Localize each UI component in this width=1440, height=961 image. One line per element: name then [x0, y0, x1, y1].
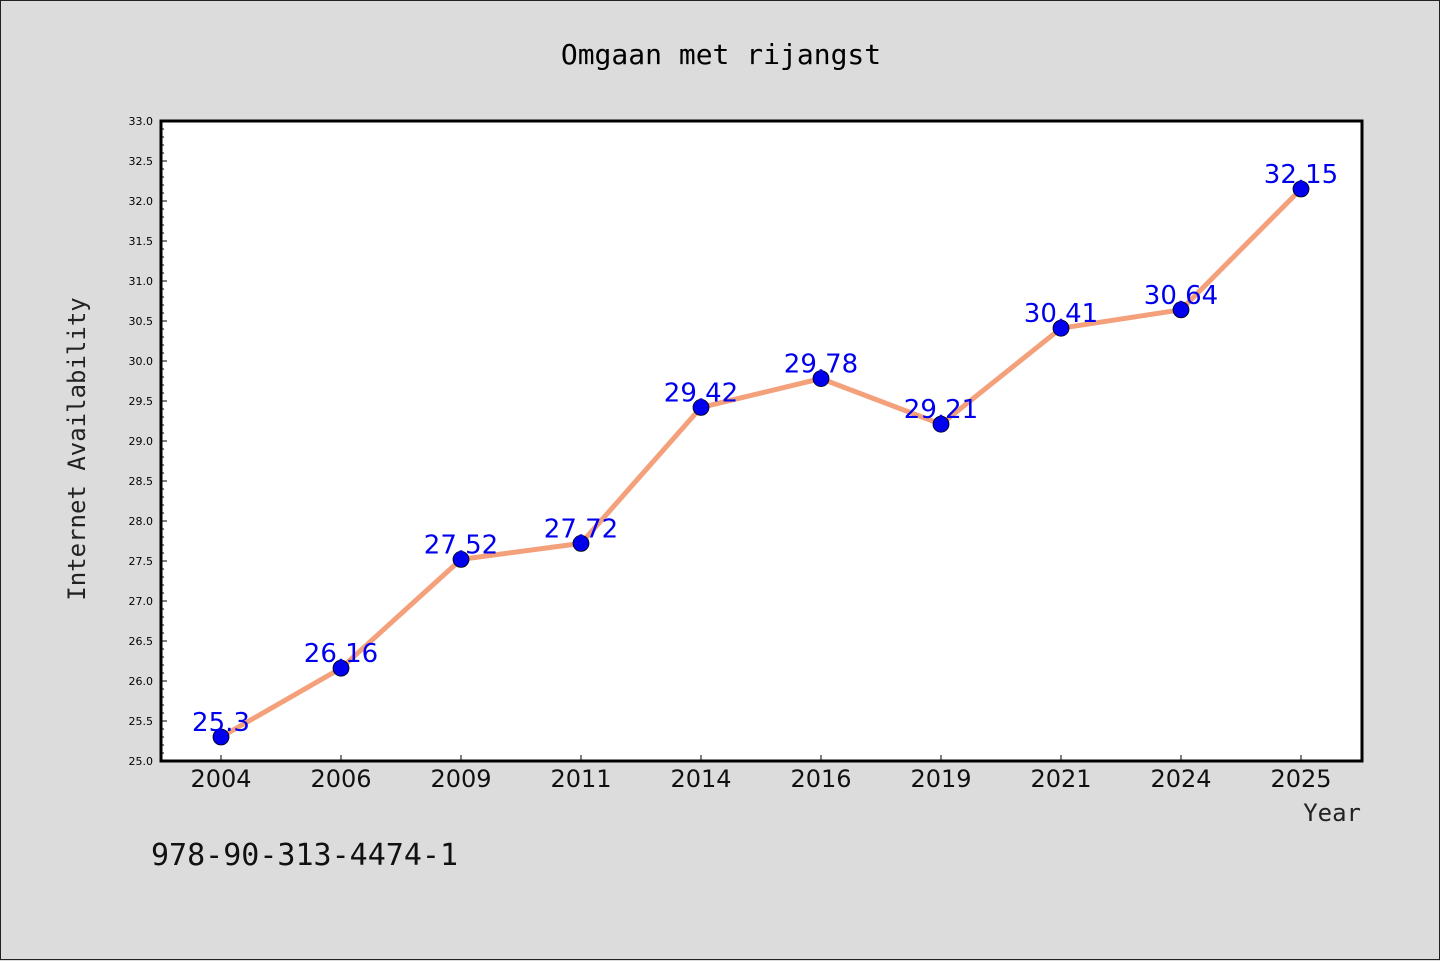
- data-label: 30.41: [1024, 299, 1098, 329]
- plot-area: [159, 119, 1364, 763]
- data-point: [332, 659, 350, 677]
- y-tick-label: 30.0: [129, 355, 154, 368]
- x-tick-label: 2004: [190, 765, 251, 793]
- y-tick-label: 31.0: [129, 275, 154, 288]
- data-label: 29.42: [664, 378, 738, 408]
- y-tick-label: 30.5: [129, 315, 154, 328]
- y-axis-label: Internet Availability: [63, 297, 91, 600]
- data-label: 29.78: [784, 350, 858, 380]
- x-axis-label: Year: [1303, 799, 1361, 827]
- data-label: 29.21: [904, 395, 978, 425]
- data-label: 27.52: [424, 530, 498, 560]
- data-point: [812, 370, 830, 388]
- y-axis: 25.0 25.5 26.0 26.5 27.0 27.5 28.0 28.5 29.0 29.5…: [129, 115, 167, 768]
- data-label: 30.64: [1144, 281, 1218, 311]
- x-tick-label: 2011: [550, 765, 611, 793]
- x-tick-label: 2014: [670, 765, 731, 793]
- data-point: [932, 415, 950, 433]
- data-point: [1292, 180, 1310, 198]
- y-tick-label: 32.0: [129, 195, 154, 208]
- y-tick-label: 26.5: [129, 635, 154, 648]
- x-tick-label: 2024: [1150, 765, 1211, 793]
- data-label: 25.3: [192, 708, 250, 738]
- data-label: 32.15: [1264, 160, 1338, 190]
- y-tick-label: 25.5: [129, 715, 154, 728]
- y-tick-label: 25.0: [129, 755, 154, 768]
- y-tick-label: 27.5: [129, 555, 154, 568]
- x-tick-label: 2021: [1030, 765, 1091, 793]
- data-point: [692, 398, 710, 416]
- y-tick-label: 28.0: [129, 515, 154, 528]
- data-labels-group: 25.3 26.16 27.52 27.72 29.42 29.78 29.21 30.41 3…: [192, 160, 1338, 738]
- y-tick-label: 27.0: [129, 595, 154, 608]
- y-tick-label: 31.5: [129, 235, 154, 248]
- data-point: [1052, 319, 1070, 337]
- y-tick-label: 28.5: [129, 475, 154, 488]
- data-point: [212, 728, 230, 746]
- y-tick-label: 29.5: [129, 395, 154, 408]
- footnote-isbn: 978-90-313-4474-1: [151, 838, 458, 873]
- y-tick-label: 33.0: [129, 115, 154, 128]
- data-point: [1172, 301, 1190, 319]
- chart-title: Omgaan met rijangst: [561, 38, 881, 71]
- x-tick-label: 2009: [430, 765, 491, 793]
- x-tick-label: 2006: [310, 765, 371, 793]
- data-point: [452, 551, 470, 568]
- x-tick-label: 2025: [1270, 765, 1331, 793]
- series-line-group: [219, 187, 1303, 740]
- x-tick-label: 2019: [910, 765, 971, 793]
- y-tick-label: 32.5: [129, 155, 154, 168]
- markers-group: [212, 180, 1310, 746]
- data-point: [572, 535, 590, 552]
- series-line: [219, 187, 1303, 740]
- data-label: 27.72: [544, 514, 618, 544]
- y-tick-label: 29.0: [129, 435, 154, 448]
- x-axis: 2004 2006 2009 2011 2014 2016 2019 2021 2024 2025: [190, 755, 1332, 793]
- data-label: 26.16: [304, 639, 378, 669]
- x-tick-label: 2016: [790, 765, 851, 793]
- y-tick-label: 26.0: [129, 675, 154, 688]
